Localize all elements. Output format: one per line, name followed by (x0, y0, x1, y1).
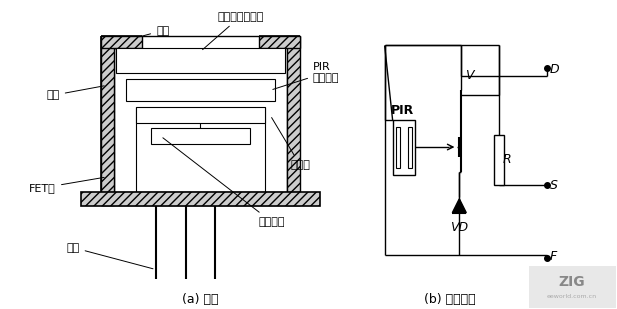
Bar (151, 128, 251, 144)
Bar (494, 135, 504, 185)
Bar (81, 192, 320, 206)
Text: 窗口: 窗口 (139, 26, 169, 37)
Bar (101, 192, 300, 205)
Text: (a) 结构: (a) 结构 (182, 293, 219, 306)
Text: S: S (550, 179, 558, 193)
Text: 电路元件: 电路元件 (163, 138, 284, 227)
Text: V: V (465, 69, 474, 82)
Text: 外壳: 外壳 (46, 86, 104, 100)
Text: FET管: FET管 (29, 177, 104, 193)
Bar (529, 266, 616, 308)
Bar (395, 127, 400, 168)
Text: PIR: PIR (391, 104, 414, 117)
Bar (259, 36, 300, 49)
Text: 支承环: 支承环 (271, 117, 310, 170)
Text: (b) 内部电路: (b) 内部电路 (423, 293, 475, 306)
Bar (116, 49, 285, 73)
Bar (392, 120, 415, 175)
Text: R: R (503, 154, 511, 167)
Text: VD: VD (450, 221, 468, 234)
Text: F: F (550, 250, 557, 263)
Bar (408, 127, 412, 168)
Text: 引脚: 引脚 (67, 243, 153, 269)
Bar (136, 107, 265, 123)
Text: 菲涅尔滤光透镜: 菲涅尔滤光透镜 (202, 12, 263, 50)
Text: eeworld.com.cn: eeworld.com.cn (547, 294, 597, 299)
Bar (287, 36, 300, 205)
Bar (101, 36, 114, 205)
Text: PIR
热电元件: PIR 热电元件 (273, 61, 339, 89)
Text: D: D (550, 63, 560, 76)
Text: ZIG: ZIG (558, 275, 585, 290)
Polygon shape (452, 199, 466, 213)
Bar (126, 79, 275, 101)
Bar (101, 36, 142, 49)
